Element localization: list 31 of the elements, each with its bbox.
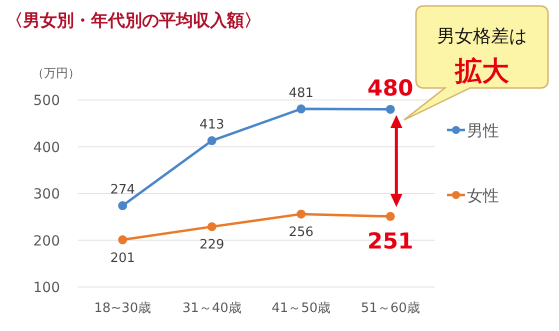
- y-tick-label: 400: [33, 140, 60, 156]
- point: [118, 201, 128, 210]
- data-label: 229: [199, 238, 224, 253]
- point: [386, 212, 395, 221]
- data-label: 481: [288, 86, 314, 101]
- legend-label: 男性: [467, 121, 499, 140]
- y-tick-label: 300: [33, 186, 60, 202]
- point: [207, 222, 216, 232]
- point: [296, 210, 306, 219]
- y-tick-label: 500: [33, 93, 60, 109]
- text: 拡大: [454, 56, 510, 87]
- point: [118, 235, 128, 244]
- x-tick-label: 18~30歳: [94, 301, 152, 316]
- y-tick-label: 200: [33, 233, 60, 250]
- x-tick-label: 51～60歳: [360, 301, 420, 316]
- x-tick-label: 41～50歳: [272, 301, 331, 316]
- data-label: 274: [110, 182, 136, 198]
- y-axis-title: （万円）: [32, 66, 80, 80]
- text: 男女格差は: [437, 26, 527, 47]
- data-label: 480: [367, 76, 414, 102]
- point: [207, 136, 216, 146]
- data-label: 251: [367, 229, 414, 254]
- y-tick-label: 100: [33, 280, 60, 296]
- point: [386, 104, 395, 114]
- data-label: 201: [110, 250, 136, 266]
- x-tick-label: 31～40歳: [182, 301, 242, 316]
- data-label: 256: [288, 225, 314, 240]
- data-label: 413: [199, 118, 224, 133]
- chart-title: 〈男女別・年代別の平均収入額〉: [6, 11, 261, 31]
- legend-label: 女性: [467, 186, 499, 205]
- point: [296, 104, 306, 114]
